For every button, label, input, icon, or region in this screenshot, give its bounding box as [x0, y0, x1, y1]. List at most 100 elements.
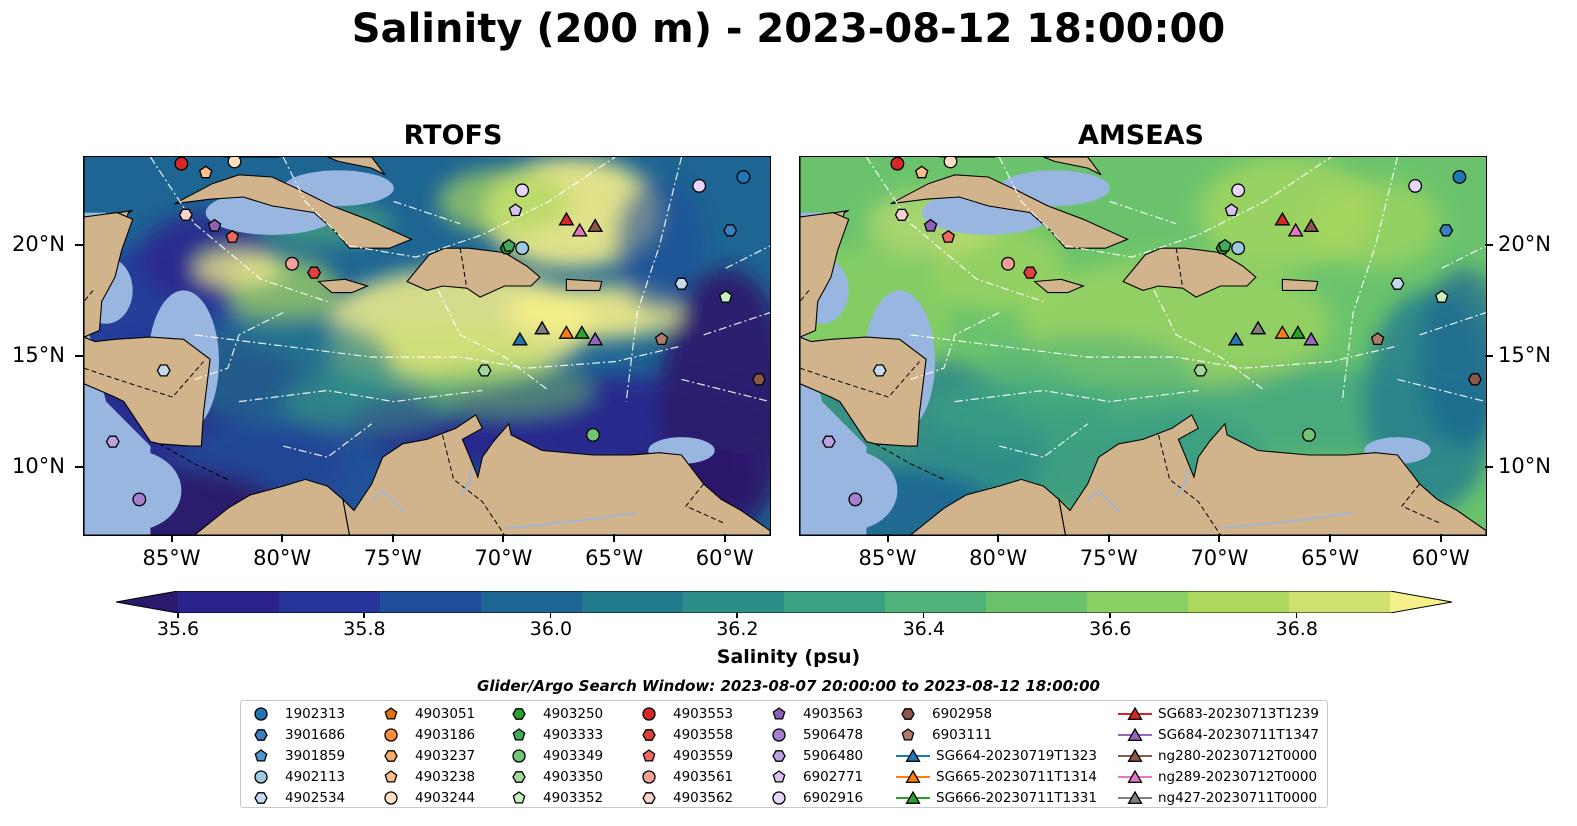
legend-label: 4903237	[415, 748, 476, 764]
marker-4902113	[515, 241, 530, 256]
marker-4903553	[890, 157, 905, 171]
legend-item: 4903349	[507, 746, 603, 766]
lon-tick	[1107, 534, 1110, 542]
marker-4903553	[174, 157, 189, 171]
marker-SG664-20230719T1323	[1227, 331, 1244, 346]
legend-marker-circle-icon	[512, 749, 526, 763]
marker-4903562	[894, 208, 909, 221]
colorbar-tick	[549, 613, 552, 618]
legend-marker-pentagon-icon	[772, 707, 786, 720]
legend-marker-pentagon-icon	[384, 707, 398, 720]
colorbar-tick-label: 35.6	[156, 618, 200, 640]
legend-item: 4903553	[637, 704, 733, 724]
colorbar-tick-label: 36.4	[902, 618, 945, 640]
lon-label: 60°W	[695, 546, 754, 570]
marker-4903333	[502, 238, 516, 252]
colorbar-bin	[986, 591, 1088, 613]
marker-4903350	[477, 364, 492, 377]
legend-marker-pentagon-icon	[512, 728, 526, 741]
legend-item: 3901686	[249, 725, 345, 745]
marker-6903111	[1370, 332, 1385, 346]
marker-6902958	[1467, 373, 1482, 386]
marker-ng427-20230711T0000	[534, 320, 551, 335]
marker-4903349	[1302, 427, 1316, 442]
lon-tick	[170, 534, 173, 542]
colorbar-tick	[1109, 613, 1111, 618]
lon-label: 70°W	[1190, 546, 1249, 570]
marker-4903333	[1218, 238, 1232, 252]
legend-label: SG666-20230711T1331	[936, 790, 1097, 806]
legend-label: 4903563	[803, 706, 864, 722]
legend-marker-hexagon-icon	[642, 729, 656, 741]
legend-item: 6903111	[896, 725, 992, 745]
marker-SG665-20230711T1314	[1274, 325, 1291, 339]
legend: 1902313 3901686 3901859 4902113 4902534 49030…	[240, 700, 1328, 808]
marker-4903558	[307, 266, 322, 279]
legend-marker-hexagon-icon	[512, 708, 526, 720]
marker-5906480	[821, 435, 836, 448]
legend-marker-circle-icon	[642, 707, 656, 721]
legend-marker-hexagon-icon	[901, 708, 915, 720]
marker-6902771	[508, 203, 523, 217]
lon-label: 85°W	[142, 546, 201, 570]
colorbar-tick-label: 36.8	[1275, 618, 1318, 640]
lon-label: 65°W	[585, 546, 644, 570]
map-rtofs	[83, 156, 771, 536]
colorbar-tick	[1295, 613, 1298, 618]
legend-marker-triangle-icon	[1118, 727, 1152, 741]
marker-5906480	[105, 435, 120, 448]
marker-4903561	[285, 256, 299, 271]
marker-4902534	[674, 277, 689, 290]
marker-6903111	[654, 332, 669, 346]
legend-marker-hexagon-icon	[254, 792, 268, 804]
legend-item: 4903186	[379, 725, 475, 745]
legend-item: 6902916	[767, 788, 863, 808]
map-amseas	[799, 156, 1487, 536]
marker-4903559	[225, 229, 240, 243]
legend-marker-circle-icon	[254, 707, 268, 721]
legend-item: 4903563	[767, 704, 863, 724]
legend-label: 3901686	[285, 727, 346, 743]
legend-item: 4903250	[507, 704, 603, 724]
marker-4903352	[1435, 289, 1449, 303]
legend-item: SG664-20230719T1323	[896, 746, 1097, 766]
legend-item: 4903238	[379, 767, 475, 787]
legend-item: 4903333	[507, 725, 603, 745]
legend-item: 1902313	[249, 704, 345, 724]
lat-label-left: 10°N	[12, 454, 65, 479]
marker-1902313	[736, 170, 751, 184]
lat-tick	[1485, 243, 1493, 246]
legend-marker-hexagon-icon	[642, 792, 656, 804]
colorbar-bin	[178, 591, 280, 613]
marker-4903349	[586, 427, 600, 442]
marker-4903244	[943, 157, 958, 169]
colorbar-bin	[279, 591, 381, 613]
lon-tick	[1439, 534, 1442, 542]
legend-item: 4903352	[507, 788, 603, 808]
legend-label: 6902916	[803, 790, 864, 806]
colorbar-tick-label: 36.0	[529, 618, 573, 640]
legend-label: 4903244	[415, 790, 476, 806]
legend-marker-hexagon-icon	[384, 750, 398, 762]
colorbar-bin	[683, 591, 785, 613]
legend-label: SG684-20230711T1347	[1158, 727, 1319, 743]
legend-label: ng427-20230711T0000	[1158, 790, 1318, 806]
legend-label: 1902313	[285, 706, 346, 722]
legend-label: SG665-20230711T1314	[936, 769, 1097, 785]
legend-item: ng427-20230711T0000	[1118, 788, 1317, 808]
legend-label: SG683-20230713T1239	[1158, 706, 1319, 722]
legend-label: 4903333	[543, 727, 604, 743]
marker-4903562	[178, 208, 193, 221]
legend-marker-circle-icon	[384, 728, 398, 742]
marker-4903244	[227, 157, 242, 169]
legend-label: SG664-20230719T1323	[936, 748, 1097, 764]
lon-tick	[723, 534, 726, 542]
marker-4903238	[198, 165, 213, 179]
legend-label: 5906480	[803, 748, 864, 764]
legend-marker-pentagon-icon	[384, 770, 398, 783]
colorbar-extend-low	[116, 591, 178, 613]
marker-5906478	[132, 492, 147, 507]
marker-SG665-20230711T1314	[558, 325, 575, 339]
legend-marker-pentagon-icon	[254, 749, 268, 762]
legend-marker-triangle-icon	[896, 748, 930, 762]
